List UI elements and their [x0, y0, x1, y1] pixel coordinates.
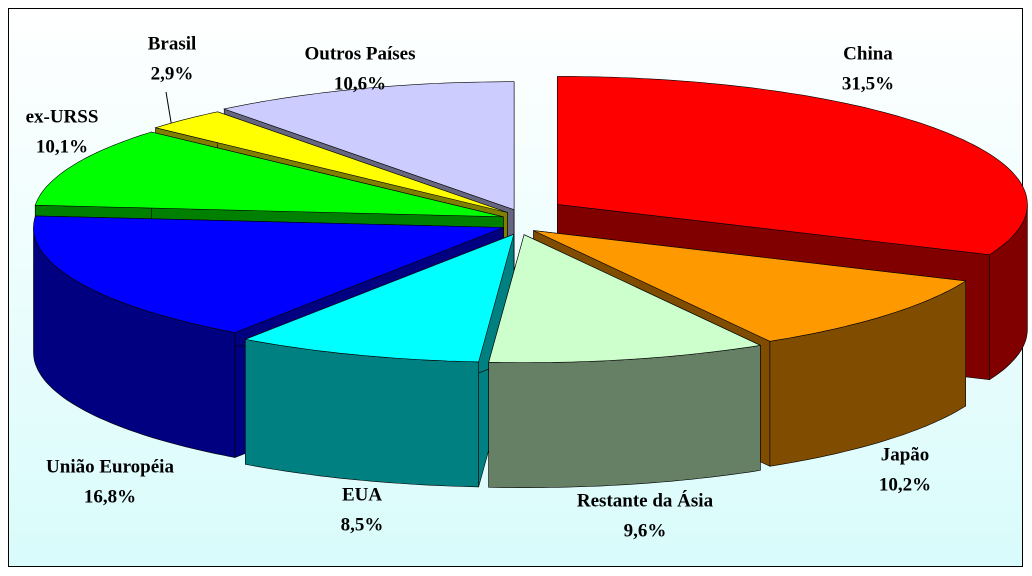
- slice-wall: [488, 344, 761, 488]
- leader-line: [165, 91, 173, 129]
- slice: [244, 233, 515, 363]
- slice-wall: [245, 338, 479, 488]
- slice-value-label: 2,9%: [151, 63, 194, 84]
- slice-value-label: 10,1%: [36, 136, 88, 157]
- slice-label: União Européia: [46, 456, 174, 477]
- slice-value-label: 10,6%: [334, 73, 386, 94]
- slice-label: ex-URSS: [26, 106, 99, 127]
- slice-label: China: [843, 43, 893, 64]
- slice: [34, 131, 504, 218]
- slice-value-label: 8,5%: [341, 514, 384, 535]
- slice: [223, 81, 515, 211]
- slice: [557, 76, 1028, 256]
- slice-label: Restante da Ásia: [577, 489, 714, 511]
- slice-value-label: 10,2%: [879, 474, 931, 495]
- slice-label: Outros Países: [304, 43, 415, 64]
- pie: [33, 76, 1028, 488]
- slice-label: Brasil: [148, 33, 197, 54]
- slice: [488, 234, 762, 363]
- slice: [533, 230, 967, 342]
- slice: [154, 111, 508, 213]
- slice-label: Japão: [881, 444, 930, 465]
- labels: China 31,5% Japão 10,2% Restante da Ásia 9,6%…: [26, 33, 932, 541]
- slice-label: EUA: [342, 484, 382, 505]
- slice: [33, 215, 504, 333]
- slice-value-label: 31,5%: [842, 73, 894, 94]
- slice-value-label: 9,6%: [624, 520, 667, 541]
- slice-value-label: 16,8%: [84, 486, 136, 507]
